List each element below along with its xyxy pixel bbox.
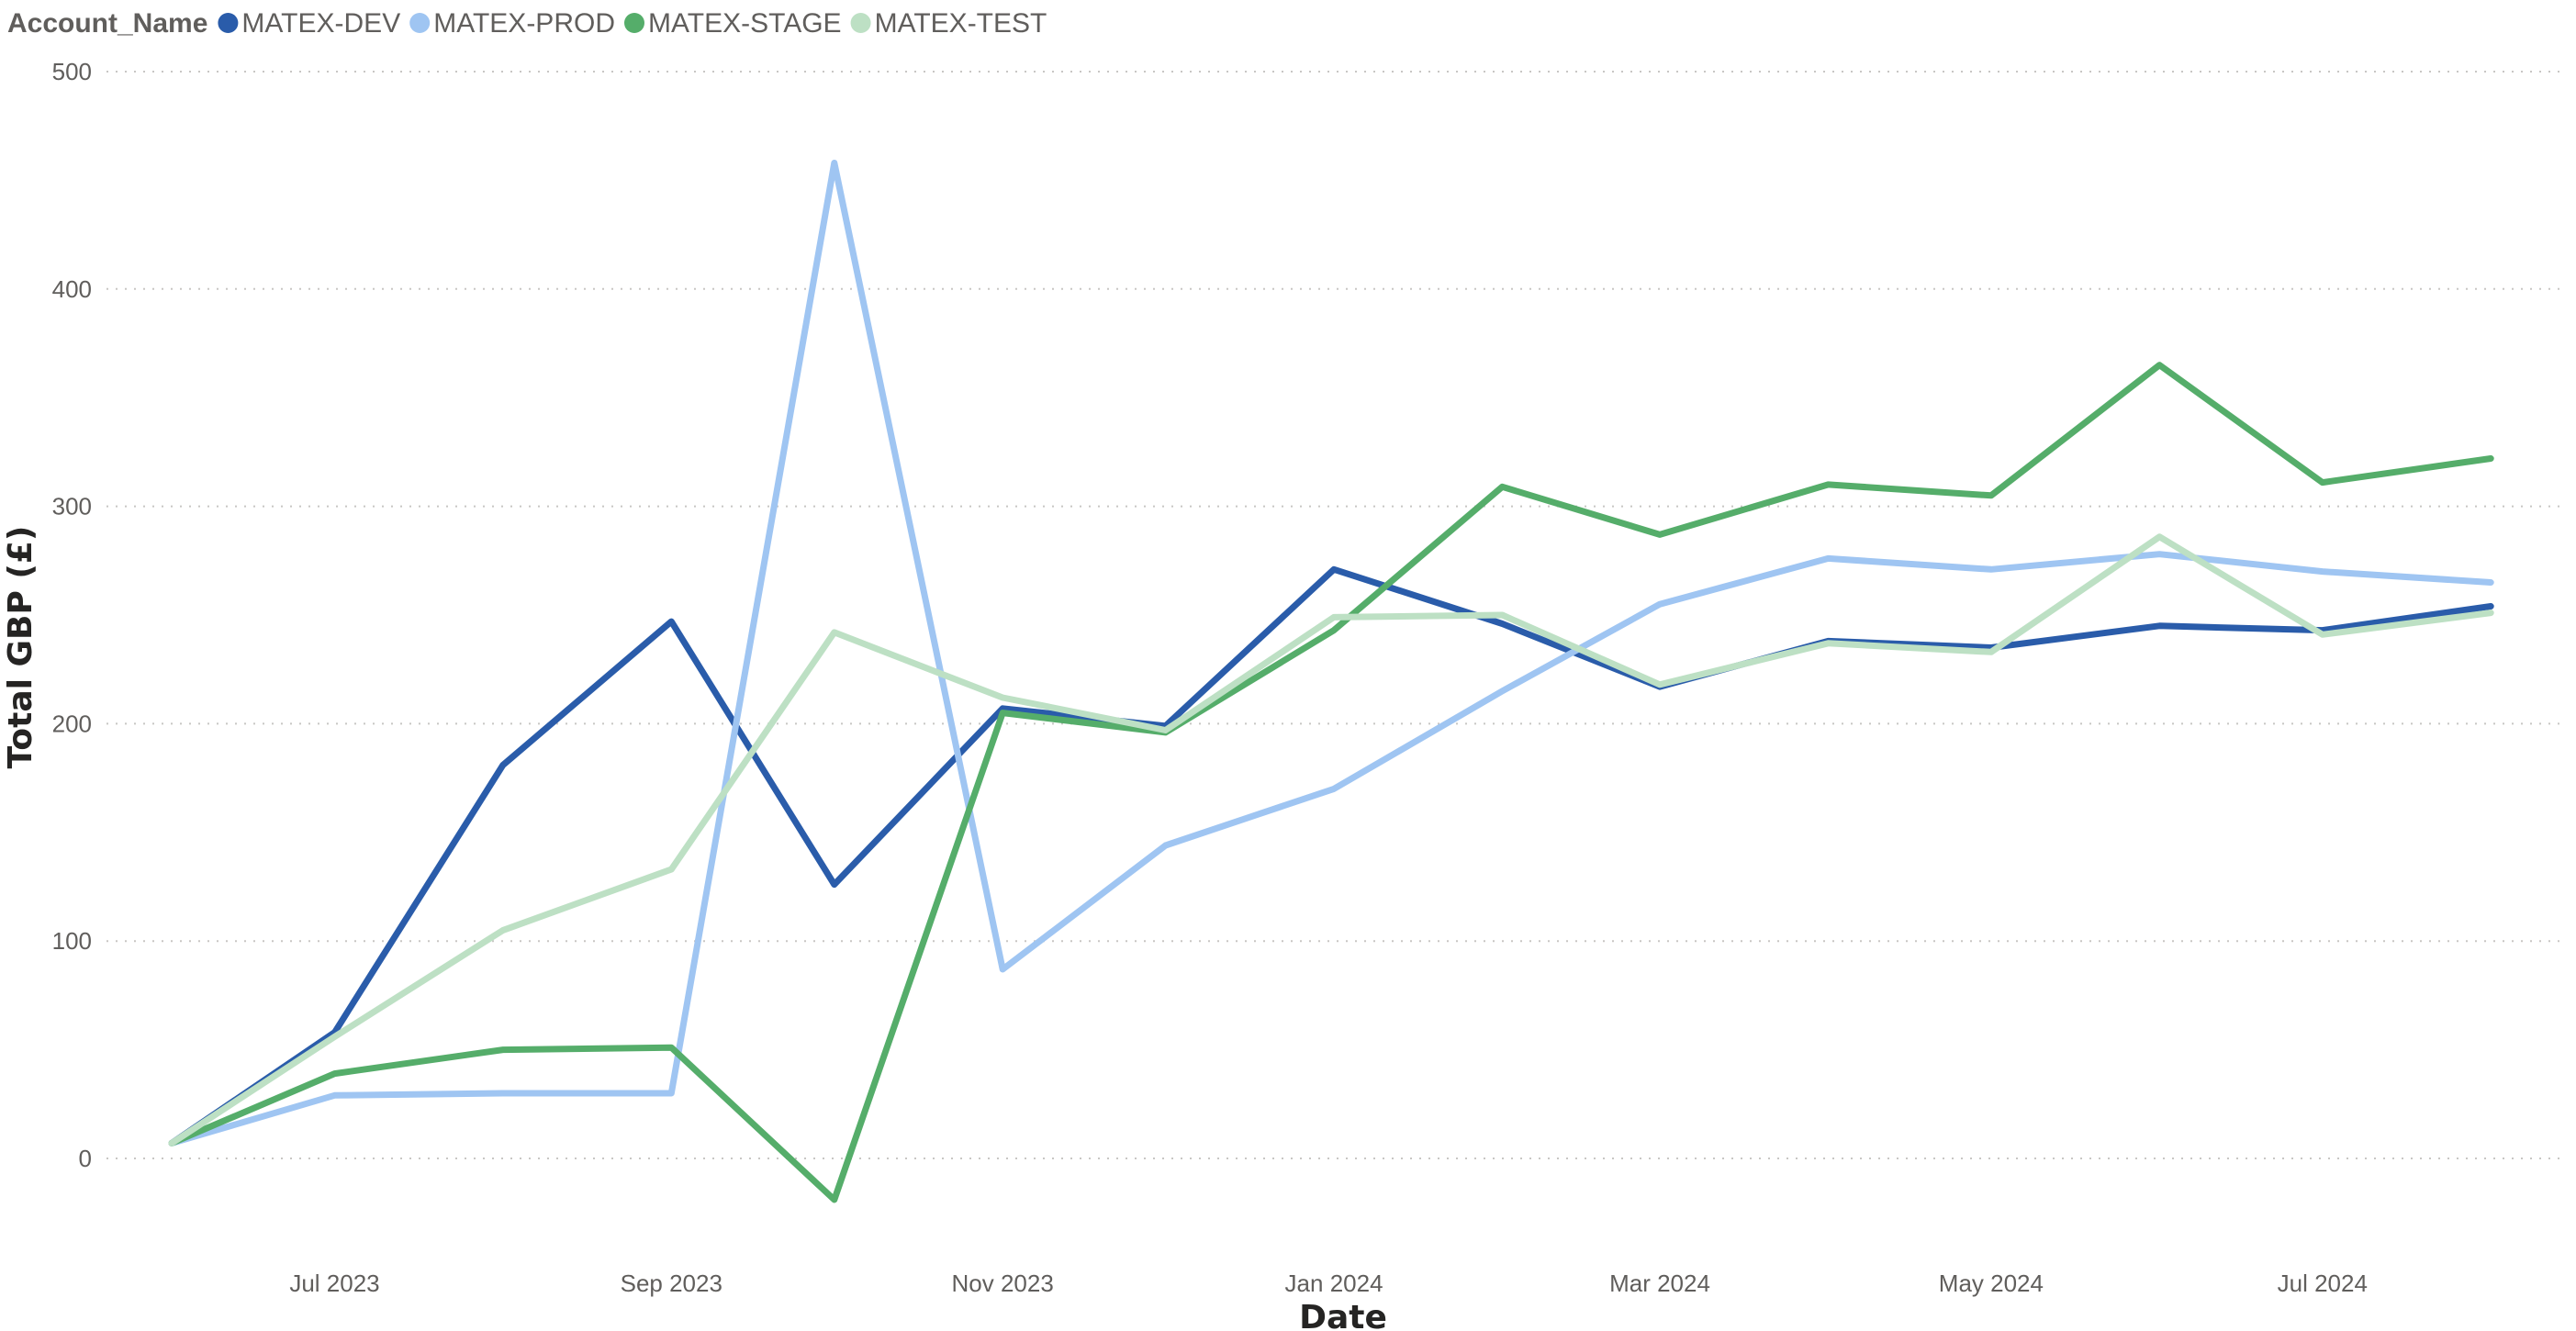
legend-marker <box>218 13 239 33</box>
legend-marker <box>850 13 871 33</box>
x-axis-title: Date <box>1299 1299 1387 1331</box>
x-tick-label: Jul 2023 <box>289 1269 379 1297</box>
series-lines <box>168 160 2494 1203</box>
x-tick-label: Jul 2024 <box>2278 1269 2368 1297</box>
legend-label: MATEX-TEST <box>875 8 1047 39</box>
y-axis-ticks: 0 100 200 300 400 500 <box>52 58 92 1172</box>
y-tick-label: 0 <box>79 1145 92 1172</box>
x-tick-label: Sep 2023 <box>621 1269 722 1297</box>
series-line-matex-test <box>168 533 2494 1146</box>
legend: Account_Name MATEX-DEV MATEX-PROD MATEX-ST… <box>7 8 1047 39</box>
legend-label: MATEX-PROD <box>433 8 615 39</box>
legend-marker <box>409 13 431 33</box>
x-tick-label: May 2024 <box>1939 1269 2044 1297</box>
y-tick-label: 500 <box>52 58 92 85</box>
series-line-matex-dev <box>168 565 2494 1146</box>
x-tick-label: Nov 2023 <box>952 1269 1054 1297</box>
x-tick-label: Jan 2024 <box>1285 1269 1383 1297</box>
gridlines <box>106 71 2567 1159</box>
x-axis-ticks: Jul 2023 Sep 2023 Nov 2023 Jan 2024 Mar 2024… <box>289 1269 2368 1297</box>
y-tick-label: 100 <box>52 927 92 955</box>
series-line-matex-stage <box>168 362 2494 1203</box>
legend-label: MATEX-STAGE <box>648 8 842 39</box>
legend-marker <box>624 13 644 33</box>
y-tick-label: 400 <box>52 275 92 303</box>
y-axis-title: Total GBP (£) <box>2 526 39 769</box>
legend-title: Account_Name <box>7 8 207 39</box>
y-tick-label: 200 <box>52 710 92 737</box>
series-line-matex-prod <box>168 160 2494 1146</box>
x-tick-label: Mar 2024 <box>1609 1269 1710 1297</box>
y-tick-label: 300 <box>52 493 92 520</box>
legend-label: MATEX-DEV <box>241 8 400 39</box>
